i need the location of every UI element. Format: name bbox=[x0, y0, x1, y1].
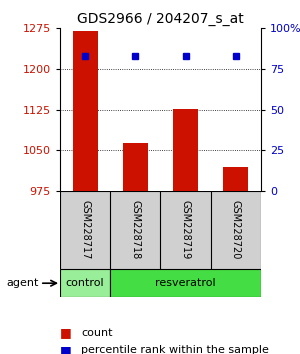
Bar bbox=[123, 143, 148, 191]
Text: GSM228719: GSM228719 bbox=[181, 200, 190, 260]
Text: GSM228717: GSM228717 bbox=[80, 200, 90, 260]
Text: agent: agent bbox=[6, 278, 38, 288]
Text: count: count bbox=[81, 328, 112, 338]
Text: ■: ■ bbox=[60, 344, 72, 354]
Text: ■: ■ bbox=[60, 326, 72, 339]
Bar bbox=[73, 31, 98, 191]
Text: GSM228718: GSM228718 bbox=[130, 200, 140, 260]
Bar bbox=[173, 109, 198, 191]
Bar bbox=[223, 167, 248, 191]
Text: control: control bbox=[66, 278, 104, 288]
Text: resveratrol: resveratrol bbox=[155, 278, 216, 288]
Text: GSM228720: GSM228720 bbox=[231, 200, 241, 260]
Title: GDS2966 / 204207_s_at: GDS2966 / 204207_s_at bbox=[77, 12, 244, 26]
Bar bbox=[110, 269, 261, 297]
Bar bbox=[60, 269, 110, 297]
Text: percentile rank within the sample: percentile rank within the sample bbox=[81, 346, 269, 354]
